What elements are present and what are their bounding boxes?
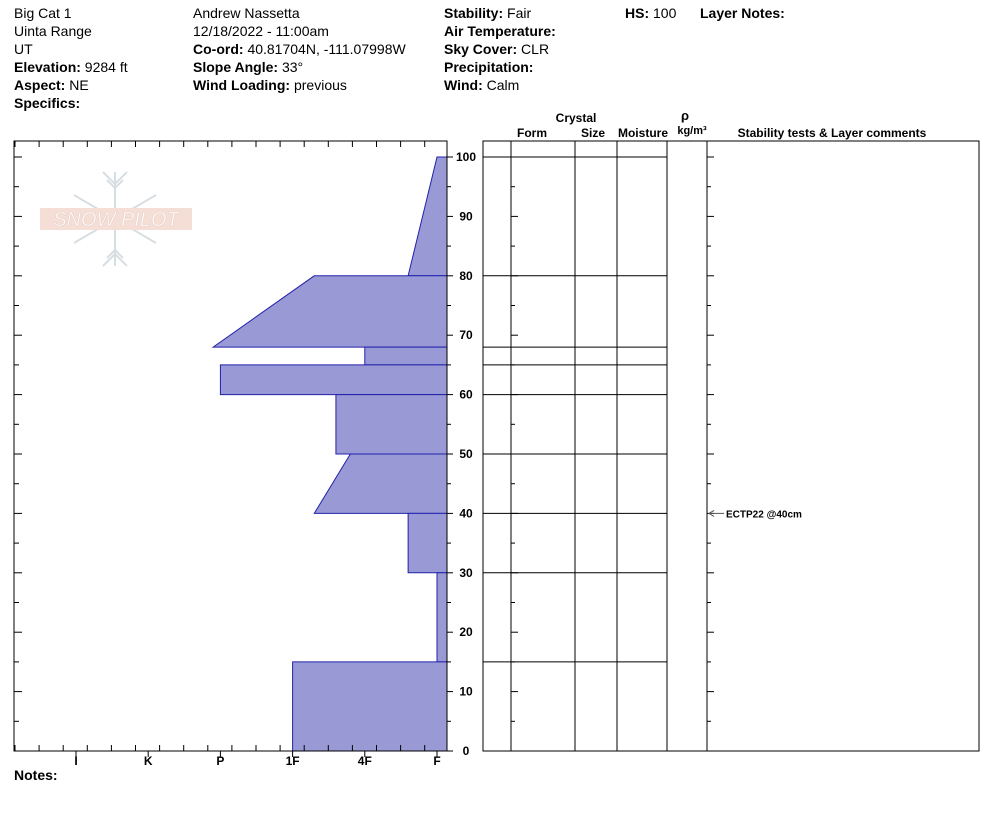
stability-value: Fair — [507, 5, 532, 21]
depth-tick-label: 20 — [459, 625, 473, 639]
depth-tick-label: 50 — [459, 447, 473, 461]
precipitation: Precipitation: — [444, 58, 533, 76]
density-unit-header: kg/m³ — [677, 125, 707, 137]
coord-label: Co-ord: — [193, 41, 244, 57]
coordinates: Co-ord: 40.81704N, -111.07998W — [193, 40, 406, 58]
form-header: Form — [517, 126, 547, 140]
hardness-layer-2 — [211, 275, 448, 348]
depth-tick-label: 40 — [459, 506, 473, 520]
slope-value: 33° — [281, 59, 304, 75]
rho-header: ρ — [681, 108, 689, 123]
depth-tick-label: 0 — [463, 744, 470, 758]
hardness-layer-9 — [292, 661, 448, 752]
depth-tick-label: 100 — [456, 150, 476, 164]
annotation-arrowhead — [708, 509, 715, 517]
hardness-layer-7 — [407, 512, 448, 574]
hardness-tick-label: P — [216, 754, 224, 768]
hs-label: HS: — [625, 5, 650, 21]
depth-tick-label: 30 — [459, 566, 473, 580]
depth-tick-label: 10 — [459, 685, 473, 699]
crystal-table-frame — [482, 140, 980, 752]
elevation-value: 9284 ft — [84, 59, 128, 75]
hardness-tick-label: F — [433, 754, 440, 768]
wind-loading-label: Wind Loading: — [193, 77, 291, 93]
hardness-tick-label: I — [74, 754, 77, 768]
air-temp-label: Air Temperature: — [444, 23, 556, 39]
hardness-layer-1 — [407, 156, 448, 277]
wind-label: Wind: — [444, 77, 483, 93]
stability: Stability: Fair — [444, 4, 531, 22]
observer: Andrew Nassetta — [193, 5, 300, 21]
snow-height: HS: 100 — [625, 4, 676, 22]
site-state: UT — [14, 41, 33, 57]
sky-cover: Sky Cover: CLR — [444, 40, 549, 58]
hardness-layer-8 — [436, 572, 448, 663]
wind-loading: Wind Loading: previous — [193, 76, 347, 94]
depth-tick-label: 60 — [459, 388, 473, 402]
precip-label: Precipitation: — [444, 59, 534, 75]
coord-value: 40.81704N, -111.07998W — [247, 41, 406, 57]
moisture-header: Moisture — [618, 126, 668, 140]
layer-notes: Layer Notes: — [700, 4, 785, 22]
stability-test-annotation: ECTP22 @40cm — [726, 509, 802, 520]
aspect-value: NE — [69, 77, 89, 93]
snowpilot-logo: SNOW PILOT — [40, 171, 192, 267]
hardness-layer-6 — [313, 453, 448, 514]
hardness-layer-3 — [364, 346, 448, 366]
stability-header: Stability tests & Layer comments — [738, 126, 927, 140]
slope-label: Slope Angle: — [193, 59, 279, 75]
site-range: Uinta Range — [14, 23, 92, 39]
hardness-layer-4 — [219, 364, 448, 396]
hardness-tick-label: K — [144, 754, 153, 768]
size-header: Size — [581, 126, 605, 140]
stability-label: Stability: — [444, 5, 504, 21]
depth-tick-label: 70 — [459, 328, 473, 342]
slope-angle: Slope Angle: 33° — [193, 58, 303, 76]
aspect-label: Aspect: — [14, 77, 66, 93]
crystal-header: Crystal — [556, 111, 597, 125]
hs-value: 100 — [653, 5, 677, 21]
notes-label: Notes: — [14, 767, 58, 783]
site-name: Big Cat 1 — [14, 5, 72, 21]
depth-tick-label: 80 — [459, 269, 473, 283]
hardness-plot-frame — [13, 140, 448, 752]
notes: Notes: — [14, 766, 58, 784]
hardness-layer-5 — [335, 394, 448, 455]
elevation-label: Elevation: — [14, 59, 81, 75]
aspect: Aspect: NE — [14, 76, 89, 94]
logo-text: SNOW PILOT — [53, 209, 180, 231]
air-temperature: Air Temperature: — [444, 22, 556, 40]
layer-notes-label: Layer Notes: — [700, 5, 785, 21]
hardness-tick-label: 1F — [286, 754, 300, 768]
depth-tick-label: 90 — [459, 209, 473, 223]
hardness-tick-label: 4F — [358, 754, 372, 768]
sky-value: CLR — [521, 41, 550, 57]
observation-datetime: 12/18/2022 - 11:00am — [193, 23, 329, 39]
wind-loading-value: previous — [293, 77, 347, 93]
specifics-label: Specifics: — [14, 95, 81, 111]
sky-label: Sky Cover: — [444, 41, 518, 57]
wind-value: Calm — [486, 77, 520, 93]
elevation: Elevation: 9284 ft — [14, 58, 128, 76]
specifics: Specifics: — [14, 94, 80, 112]
wind: Wind: Calm — [444, 76, 519, 94]
